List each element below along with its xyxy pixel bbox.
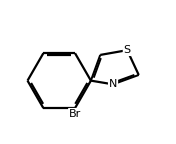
Text: N: N <box>109 79 117 89</box>
Text: Br: Br <box>69 109 81 119</box>
Text: S: S <box>124 45 131 55</box>
